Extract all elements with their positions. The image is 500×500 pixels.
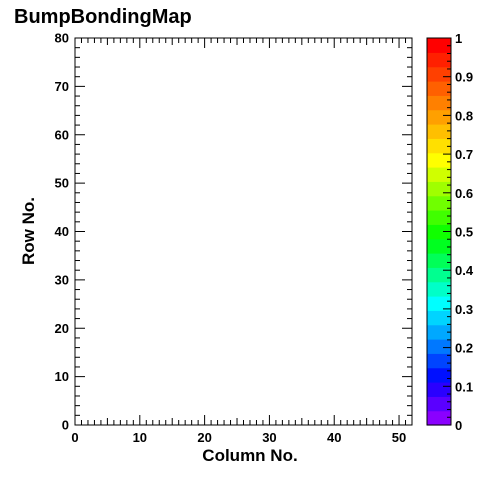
colorbar-swatch (427, 224, 451, 240)
colorbar-swatch (427, 267, 451, 283)
x-axis: 0 10 20 30 40 50 (71, 38, 413, 445)
y-tick-label: 40 (55, 224, 69, 239)
colorbar-swatch (427, 210, 451, 225)
colorbar-swatch (427, 324, 451, 340)
colorbar-tick-label: 1 (455, 31, 462, 46)
colorbar-swatch (427, 124, 451, 139)
x-tick-label: 0 (71, 430, 78, 445)
colorbar-tick-label: 0.2 (455, 341, 473, 356)
chart-title: BumpBondingMap (14, 6, 192, 28)
colorbar-tick-label: 0.9 (455, 70, 473, 85)
colorbar-swatch (427, 410, 451, 426)
x-axis-title: Column No. (202, 446, 297, 465)
y-tick-label: 0 (62, 418, 69, 433)
colorbar-tick-label: 0.7 (455, 147, 473, 162)
x-tick-label: 20 (197, 430, 211, 445)
y-tick-label: 10 (55, 369, 69, 384)
y-axis-title: Row No. (19, 197, 38, 265)
x-tick-label: 40 (327, 430, 341, 445)
colorbar-swatch (427, 95, 451, 111)
colorbar-swatch (427, 281, 451, 297)
y-tick-label: 70 (55, 79, 69, 94)
colorbar-swatch (427, 38, 451, 53)
colorbar-swatch (427, 195, 451, 211)
colorbar-swatch (427, 81, 451, 96)
colorbar-swatch (427, 310, 451, 326)
colorbar-swatch (427, 167, 451, 182)
colorbar-swatch (427, 238, 451, 254)
y-tick-label: 30 (55, 272, 69, 287)
y-axis: 0 10 20 30 40 50 60 70 80 (55, 31, 412, 433)
colorbar-swatch (427, 296, 451, 311)
y-tick-label: 80 (55, 31, 69, 46)
colorbar-swatch (427, 339, 451, 354)
colorbar-swatch (427, 52, 451, 68)
colorbar-tick-label: 0.4 (455, 263, 474, 278)
colorbar-swatch (427, 152, 451, 168)
colorbar-swatch (427, 367, 451, 383)
colorbar-swatch (427, 253, 451, 268)
colorbar-swatch (427, 109, 451, 125)
x-tick-label: 10 (133, 430, 147, 445)
y-tick-label: 50 (55, 176, 69, 191)
colorbar-tick-label: 0.3 (455, 302, 473, 317)
colorbar-swatch (427, 396, 451, 412)
colorbar-swatch (427, 66, 451, 82)
colorbar-tick-label: 0.5 (455, 225, 473, 240)
colorbar-tick-label: 0.6 (455, 186, 473, 201)
y-tick-label: 60 (55, 127, 69, 142)
color-scale-bar: 0 0.1 0.2 0.3 0.4 0.5 0.6 0.7 0.8 0.9 1 (426, 31, 474, 433)
colorbar-tick-label: 0.8 (455, 108, 473, 123)
colorbar-swatch (427, 382, 451, 397)
colorbar-swatch (427, 353, 451, 369)
x-tick-label: 50 (392, 430, 406, 445)
y-tick-label: 20 (55, 321, 69, 336)
plot-area (74, 37, 413, 426)
colorbar-tick-label: 0.1 (455, 379, 473, 394)
x-tick-label: 30 (262, 430, 276, 445)
colorbar-tick-label: 0 (455, 418, 462, 433)
colorbar-swatch (427, 181, 451, 197)
colorbar-swatch (427, 138, 451, 154)
